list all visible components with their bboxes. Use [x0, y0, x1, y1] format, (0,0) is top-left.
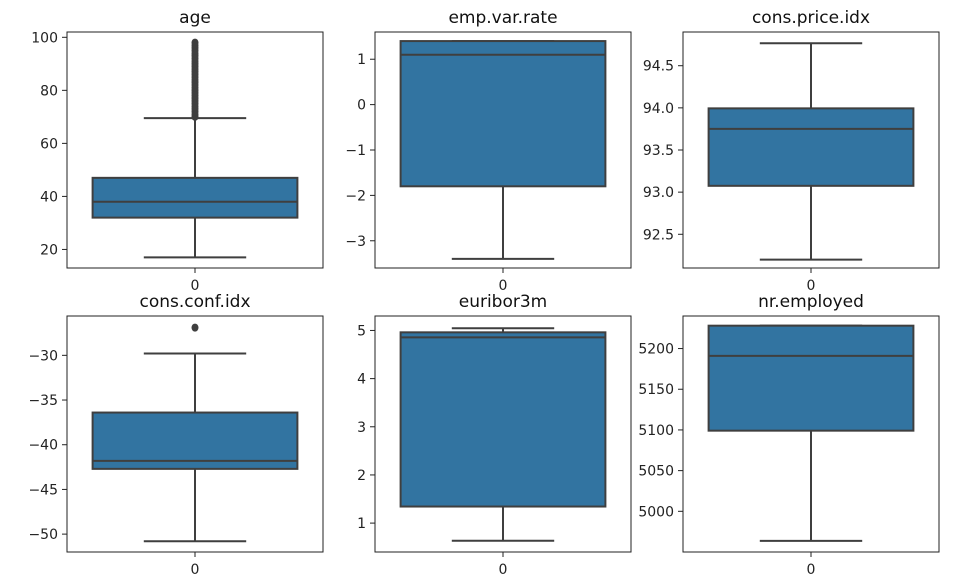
- y-tick-label: 60: [40, 136, 58, 152]
- y-tick-label: 5: [357, 323, 366, 339]
- iqr-box: [399, 40, 607, 188]
- y-tick-label: 5000: [638, 504, 674, 520]
- y-tick-label: 1: [357, 52, 366, 68]
- y-tick-label: −35: [28, 393, 58, 409]
- x-tick-label: 0: [499, 562, 508, 578]
- outlier-point: [191, 323, 199, 332]
- y-tick-label: −40: [28, 438, 58, 454]
- y-tick-label: −2: [345, 188, 366, 204]
- subplot-2: cons.price.idx 92.5 93.0 93.5 94.0 94.5 0: [643, 8, 940, 294]
- y-tick-label: 5050: [638, 464, 674, 480]
- y-tick-label: 80: [40, 83, 58, 99]
- y-tick-label: 5200: [638, 342, 674, 358]
- subplot-title: cons.price.idx: [752, 8, 870, 28]
- y-tick-label: −45: [28, 482, 58, 498]
- subplot-4: euribor3m 1 2 3 4 5 0: [357, 292, 632, 578]
- y-tick-label: 5100: [638, 423, 674, 439]
- iqr-box: [91, 176, 299, 219]
- subplot-title: cons.conf.idx: [139, 292, 250, 312]
- subplot-1: emp.var.rate −3 −2 −1 0 1 0: [345, 8, 632, 294]
- iqr-box: [91, 411, 299, 470]
- y-tick-label: 1: [357, 516, 366, 532]
- subplot-title: euribor3m: [459, 292, 548, 312]
- y-tick-label: 40: [40, 189, 58, 205]
- y-tick-label: −3: [345, 234, 366, 250]
- subplot-5: nr.employed 5000 5050 5100 5150 5200 0: [638, 292, 940, 578]
- x-tick-label: 0: [499, 278, 508, 294]
- y-tick-label: 5150: [638, 382, 674, 398]
- y-tick-label: 92.5: [643, 227, 674, 243]
- y-tick-label: 94.0: [643, 101, 674, 117]
- subplot-title: nr.employed: [758, 292, 864, 312]
- subplot-title: emp.var.rate: [448, 8, 557, 28]
- subplot-0: age 20 40 60 80 100 0: [31, 8, 324, 294]
- y-tick-label: 20: [40, 242, 58, 258]
- iqr-box: [399, 331, 607, 508]
- y-tick-label: 2: [357, 468, 366, 484]
- iqr-box: [707, 107, 915, 187]
- y-tick-label: −30: [28, 348, 58, 364]
- y-tick-label: −50: [28, 527, 58, 543]
- y-tick-label: 94.5: [643, 59, 674, 75]
- subplot-title: age: [179, 8, 211, 28]
- x-tick-label: 0: [191, 562, 200, 578]
- y-tick-label: 0: [357, 98, 366, 114]
- iqr-box: [707, 324, 915, 432]
- x-tick-label: 0: [807, 562, 816, 578]
- x-tick-label: 0: [807, 278, 816, 294]
- subplot-3: cons.conf.idx −50 −45 −40 −35 −30 0: [28, 292, 324, 578]
- y-tick-label: 4: [357, 372, 366, 388]
- y-tick-label: 93.5: [643, 143, 674, 159]
- y-tick-label: 100: [31, 30, 58, 46]
- x-tick-label: 0: [191, 278, 200, 294]
- y-tick-label: −1: [345, 143, 366, 159]
- y-tick-label: 93.0: [643, 185, 674, 201]
- outlier-point: [191, 38, 199, 47]
- y-tick-label: 3: [357, 420, 366, 436]
